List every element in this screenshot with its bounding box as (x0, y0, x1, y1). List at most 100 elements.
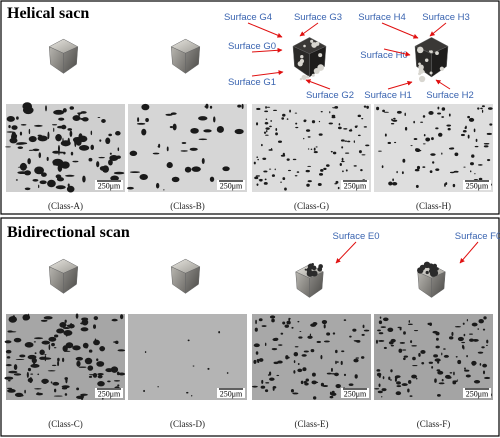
pore (422, 166, 426, 168)
pore (88, 374, 96, 376)
pore (209, 105, 213, 109)
pore (58, 117, 65, 121)
pore (27, 377, 33, 383)
pore (464, 367, 466, 370)
pore (408, 380, 412, 384)
pore (345, 169, 348, 172)
scale-bar-label: 250μm (466, 390, 489, 399)
pore (328, 122, 333, 125)
pore (301, 354, 307, 357)
pore (474, 145, 479, 148)
pore (441, 107, 446, 111)
pore (294, 175, 298, 177)
pore (378, 332, 384, 335)
pore (436, 394, 441, 397)
pore (411, 374, 417, 379)
pore (402, 349, 407, 351)
pore (337, 126, 342, 130)
cube-glint (299, 59, 305, 64)
pore (32, 148, 40, 152)
scale-bar-bg (463, 388, 491, 398)
cube-glint (418, 72, 421, 76)
pore (305, 378, 309, 382)
pore (257, 158, 259, 161)
pore (127, 186, 134, 190)
pore (84, 357, 93, 365)
pore (407, 388, 410, 393)
pore (102, 165, 110, 173)
pore (428, 361, 434, 364)
pore (484, 376, 491, 380)
pore (483, 143, 490, 145)
pore (28, 135, 37, 143)
pore (311, 372, 316, 377)
pore (452, 183, 456, 188)
pore (390, 122, 395, 125)
pore (262, 157, 267, 160)
pore (331, 116, 336, 119)
pore (341, 160, 345, 163)
pore (101, 119, 106, 123)
pore (8, 316, 17, 323)
pore (251, 385, 258, 388)
pore (5, 364, 12, 367)
pore (72, 115, 81, 122)
pore (264, 342, 267, 347)
pore (423, 134, 426, 137)
pore (213, 116, 216, 123)
pore (11, 131, 17, 140)
pore (453, 371, 455, 376)
pore (28, 149, 34, 151)
pore (382, 109, 386, 113)
pore (335, 360, 337, 365)
pore (27, 313, 30, 319)
pore (19, 131, 23, 136)
cube-glint (435, 267, 439, 271)
pore (311, 120, 316, 124)
pore (441, 152, 443, 155)
pore (305, 169, 310, 173)
pore (8, 370, 18, 374)
pore (388, 181, 393, 186)
pore (378, 320, 383, 325)
pore (475, 138, 478, 143)
pore (44, 354, 47, 356)
pore (115, 131, 121, 136)
pore (391, 181, 398, 186)
scale-bar-label: 250μm (466, 182, 489, 191)
pore (378, 340, 385, 342)
pore (67, 128, 73, 131)
pore (310, 148, 313, 150)
pore (461, 341, 466, 344)
pore (401, 383, 408, 386)
pore (361, 333, 365, 336)
pore (447, 127, 451, 131)
pore (64, 377, 68, 380)
pore (78, 366, 87, 368)
pore (32, 178, 39, 182)
micrograph (6, 104, 125, 192)
pore (43, 316, 53, 320)
pore (289, 109, 291, 113)
pore (6, 356, 11, 359)
pore (471, 360, 477, 366)
pore (320, 111, 323, 113)
pore (190, 127, 199, 134)
pore (241, 103, 244, 109)
pore (55, 185, 66, 190)
pore (330, 373, 337, 375)
pore (180, 150, 188, 152)
pore (85, 345, 88, 349)
pore (80, 395, 84, 400)
pore (310, 323, 313, 326)
pore (393, 117, 396, 120)
pore (446, 124, 452, 127)
cube-glint (418, 64, 424, 71)
pore (437, 106, 440, 110)
pore (52, 158, 64, 166)
pore (52, 164, 62, 166)
pore (271, 347, 278, 351)
pore (7, 330, 13, 333)
micrograph (252, 314, 371, 400)
pore (226, 372, 229, 374)
